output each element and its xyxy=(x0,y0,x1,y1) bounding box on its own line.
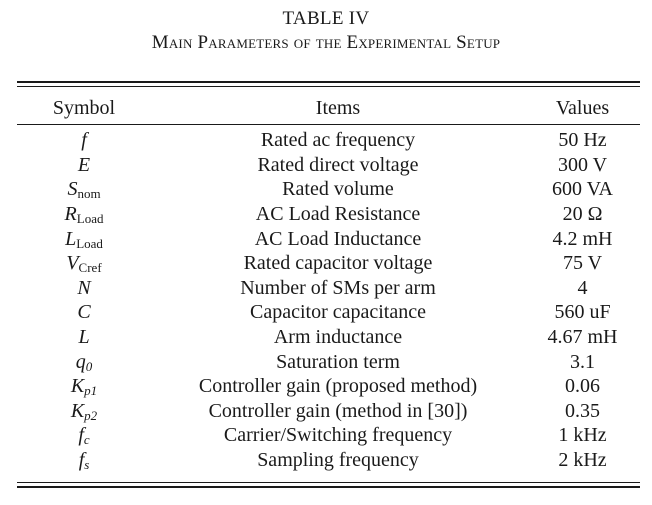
value-cell: 560 uF xyxy=(554,301,611,324)
value-cell: 0.35 xyxy=(565,399,600,422)
item-cell: Rated volume xyxy=(282,178,394,201)
symbol-base: C xyxy=(77,301,91,324)
symbol-subscript: p2 xyxy=(84,407,98,423)
symbol-subscript: p1 xyxy=(84,383,98,399)
item-cell: Arm inductance xyxy=(273,326,403,349)
item-cell: Number of SMs per arm xyxy=(240,276,436,299)
symbol-base: N xyxy=(77,276,91,299)
top-rule-thick xyxy=(17,81,640,83)
symbol-cell: N xyxy=(17,276,151,300)
symbol-cell: fs xyxy=(17,448,151,472)
item-cell: Sampling frequency xyxy=(257,449,419,472)
item-cell: AC Load Resistance xyxy=(255,203,421,226)
table-row: VCref Rated capacitor voltage 75 V xyxy=(17,251,640,276)
symbol-base: f xyxy=(81,129,87,152)
symbol-subscript: c xyxy=(83,432,90,448)
symbol-subscript: Cref xyxy=(78,260,102,276)
table-row: fs Sampling frequency 2 kHz xyxy=(17,448,640,473)
symbol-subscript: 0 xyxy=(85,358,93,374)
value-cell: 4.2 mH xyxy=(552,227,613,250)
table-row: C Capacitor capacitance 560 uF xyxy=(17,300,640,325)
header-rule xyxy=(17,124,640,125)
table-row: Kp1 Controller gain (proposed method) 0.06 xyxy=(17,374,640,399)
value-cell: 1 kHz xyxy=(558,424,607,447)
table-number: TABLE IV xyxy=(282,8,370,29)
symbol-cell: E xyxy=(17,153,151,177)
symbol-base: L xyxy=(78,326,90,349)
value-cell: 0.06 xyxy=(565,375,600,398)
symbol-cell: f xyxy=(17,128,151,152)
item-cell: Capacitor capacitance xyxy=(250,301,426,324)
header-symbol: Symbol xyxy=(52,97,116,119)
symbol-cell: C xyxy=(17,300,151,324)
table-body: f Rated ac frequency 50 Hz E Rated direct vo… xyxy=(17,128,640,472)
symbol-base: f xyxy=(78,424,84,447)
item-cell: Controller gain (proposed method) xyxy=(198,375,478,398)
symbol-cell: Kp2 xyxy=(17,399,151,423)
table-row: RLoad AC Load Resistance 20 Ω xyxy=(17,202,640,227)
symbol-base: V xyxy=(66,252,79,275)
symbol-cell: L xyxy=(17,325,151,349)
header-values: Values xyxy=(555,97,610,119)
value-cell: 300 V xyxy=(557,153,608,176)
table-row: N Number of SMs per arm 4 xyxy=(17,276,640,301)
bottom-rule-thick xyxy=(17,486,640,488)
symbol-base: q xyxy=(75,350,86,373)
symbol-cell: LLoad xyxy=(17,227,151,251)
symbol-cell: RLoad xyxy=(17,202,151,226)
value-cell: 4 xyxy=(577,276,588,299)
symbol-subscript: Load xyxy=(76,235,103,251)
value-cell: 4.67 mH xyxy=(547,326,618,349)
value-cell: 600 VA xyxy=(552,178,613,201)
item-cell: Rated ac frequency xyxy=(260,129,416,152)
value-cell: 3.1 xyxy=(570,350,595,373)
value-cell: 75 V xyxy=(562,252,603,275)
item-cell: Controller gain (method in [30]) xyxy=(208,399,468,422)
value-cell: 50 Hz xyxy=(558,129,607,152)
symbol-subscript: Load xyxy=(76,211,104,227)
top-rule-thin xyxy=(17,86,640,87)
symbol-base: K xyxy=(70,375,85,398)
header-items: Items xyxy=(315,97,361,119)
table-row: Kp2 Controller gain (method in [30]) 0.35 xyxy=(17,399,640,424)
symbol-base: L xyxy=(65,227,77,250)
table-row: Snom Rated volume 600 VA xyxy=(17,177,640,202)
symbol-cell: VCref xyxy=(17,251,151,275)
symbol-base: K xyxy=(70,399,85,422)
symbol-base: R xyxy=(64,203,77,226)
table-title: Main Parameters of the Experimental Setu… xyxy=(151,32,501,53)
item-cell: Carrier/Switching frequency xyxy=(223,424,453,447)
symbol-subscript: nom xyxy=(77,186,101,202)
value-cell: 2 kHz xyxy=(558,449,607,472)
symbol-cell: Snom xyxy=(17,177,151,201)
symbol-cell: q0 xyxy=(17,350,151,374)
table-row: E Rated direct voltage 300 V xyxy=(17,153,640,178)
symbol-base: f xyxy=(78,449,85,472)
symbol-cell: Kp1 xyxy=(17,374,151,398)
item-cell: AC Load Inductance xyxy=(254,227,422,250)
item-cell: Saturation term xyxy=(276,350,400,373)
value-cell: 20 Ω xyxy=(562,203,603,226)
bottom-rule-thin xyxy=(17,482,640,483)
table-row: LLoad AC Load Inductance 4.2 mH xyxy=(17,226,640,251)
item-cell: Rated direct voltage xyxy=(257,153,419,176)
symbol-cell: fc xyxy=(17,423,151,447)
table-header: Symbol Items Values xyxy=(17,94,640,122)
symbol-base: E xyxy=(77,153,91,176)
symbol-subscript: s xyxy=(84,457,90,473)
table-row: f Rated ac frequency 50 Hz xyxy=(17,128,640,153)
table-row: q0 Saturation term 3.1 xyxy=(17,349,640,374)
item-cell: Rated capacitor voltage xyxy=(243,252,433,275)
table-row: fc Carrier/Switching frequency 1 kHz xyxy=(17,423,640,448)
symbol-base: S xyxy=(67,178,78,201)
table-row: L Arm inductance 4.67 mH xyxy=(17,325,640,350)
